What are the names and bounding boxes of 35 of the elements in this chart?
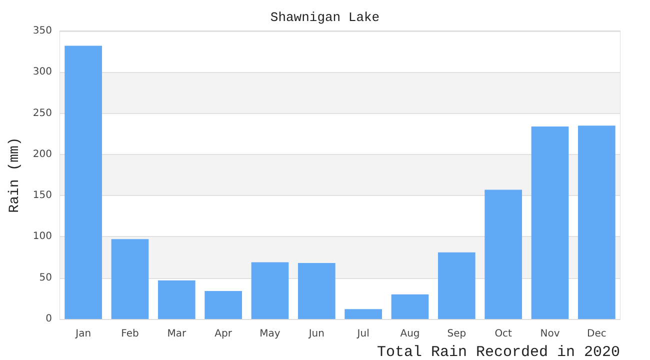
bar (64, 46, 102, 319)
x-tick-label: Jul (356, 328, 370, 340)
x-tick-label: Jun (308, 328, 324, 340)
y-tick-label: 350 (32, 26, 52, 36)
bar (484, 190, 522, 319)
x-tick-label: Nov (540, 328, 560, 340)
y-tick-label: 200 (32, 148, 52, 160)
bar (531, 126, 569, 319)
bar (298, 263, 336, 319)
bar (578, 126, 616, 319)
x-tick-label: Dec (586, 328, 606, 340)
x-tick-label: May (260, 328, 280, 340)
y-tick-label: 50 (39, 272, 52, 284)
chart-title: Shawnigan Lake (270, 10, 380, 25)
y-tick-label: 300 (32, 66, 52, 78)
bar (204, 291, 242, 319)
x-tick-label: Aug (400, 328, 420, 340)
bar (111, 239, 149, 319)
x-tick-label: Mar (167, 328, 187, 340)
x-tick-label: Feb (121, 328, 139, 340)
x-tick-label: Sep (447, 328, 466, 340)
bar (438, 252, 476, 319)
y-tick-label: 250 (32, 108, 52, 119)
x-tick-label: Oct (494, 328, 512, 340)
y-tick-label: 150 (32, 190, 52, 202)
bar (344, 309, 382, 319)
x-tick-label: Jan (74, 328, 92, 340)
x-tick-label: Apr (214, 328, 233, 340)
bar (158, 280, 196, 319)
y-tick-label: 0 (46, 314, 52, 324)
y-axis-title: Rain (mm) (7, 137, 23, 213)
y-tick-label: 100 (32, 231, 52, 242)
bar (391, 294, 429, 319)
bar (251, 262, 289, 319)
text: Total Rain Recorded in 2020 (376, 344, 620, 360)
